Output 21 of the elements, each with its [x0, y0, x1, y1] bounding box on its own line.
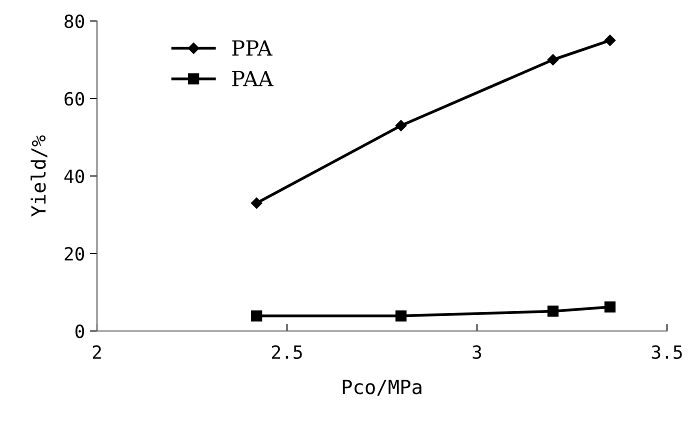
y-tick-label: 20 — [64, 247, 84, 261]
y-tick-label: 40 — [64, 170, 84, 184]
y-tick-label: 80 — [64, 14, 84, 28]
point — [251, 310, 262, 322]
point — [604, 301, 616, 313]
point — [547, 54, 559, 66]
y-tick-label: 60 — [64, 92, 84, 106]
point — [547, 306, 559, 317]
y-axis-title: Yield/% — [30, 135, 48, 217]
x-tick-label: 2.5 — [272, 345, 302, 359]
legend-label: PAA — [232, 70, 274, 86]
point — [395, 120, 407, 132]
x-tick-label: 3.5 — [652, 345, 682, 359]
point — [250, 198, 262, 209]
x-tick-label: 3 — [472, 345, 482, 359]
point — [395, 310, 407, 322]
point — [604, 34, 616, 46]
x-tick-label: 2 — [92, 345, 101, 359]
x-axis-title: Pco/MPa — [342, 380, 422, 396]
y-tick-label: 0 — [76, 324, 84, 338]
legend-label: PPA — [232, 40, 272, 56]
